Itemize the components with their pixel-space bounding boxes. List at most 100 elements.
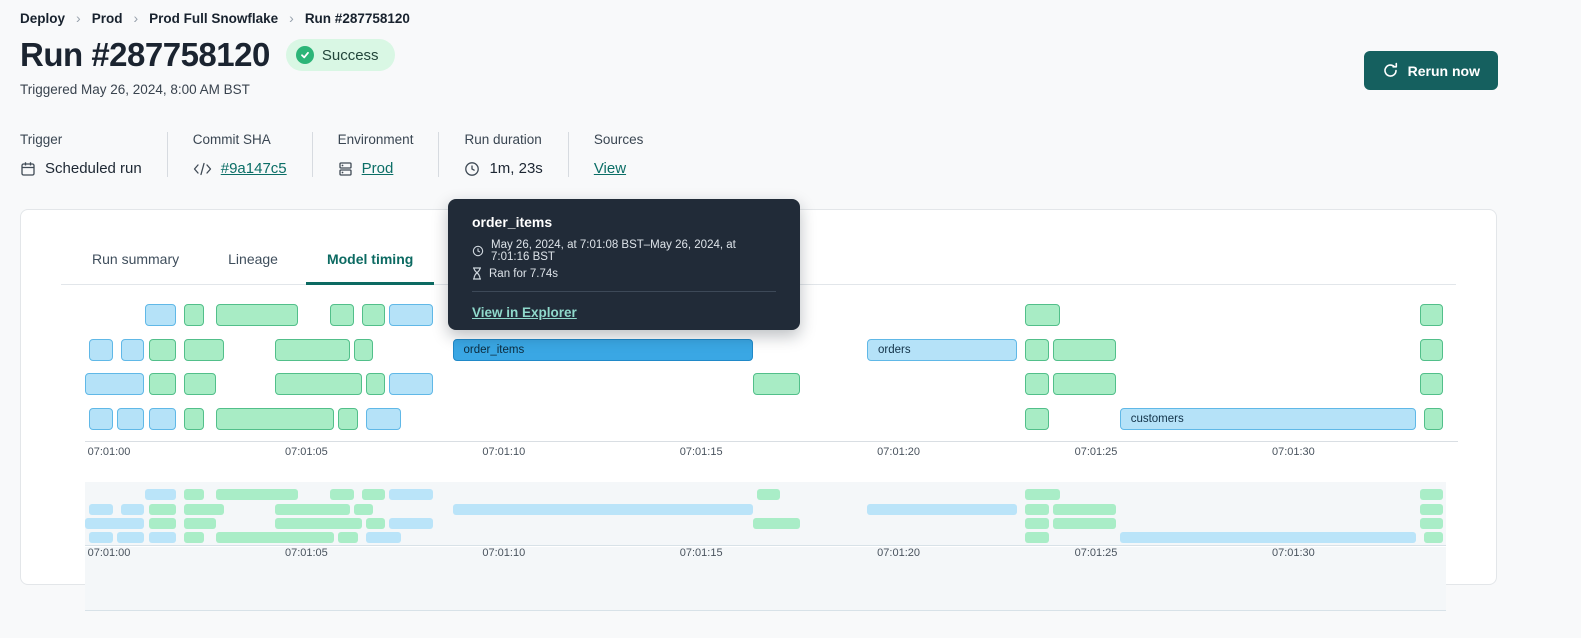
- gantt-bar-order_items[interactable]: order_items: [452, 339, 753, 361]
- gantt-bar[interactable]: [1419, 304, 1444, 326]
- gantt-bar[interactable]: [365, 373, 386, 395]
- gantt-bar[interactable]: [89, 408, 113, 430]
- gantt-bar[interactable]: [353, 339, 374, 361]
- gantt-bar[interactable]: [215, 304, 299, 326]
- breadcrumb-item-prod-full-snowflake[interactable]: Prod Full Snowflake: [149, 10, 279, 26]
- clock-icon: [464, 161, 480, 177]
- meta-environment: Environment Prod: [311, 132, 439, 177]
- tab-model-timing[interactable]: Model timing: [305, 246, 435, 285]
- axis-tick-label: 07:01:05: [284, 547, 328, 559]
- gantt-bar[interactable]: [184, 339, 224, 361]
- gantt-bar[interactable]: [1024, 304, 1061, 326]
- gantt-bar[interactable]: [144, 304, 177, 326]
- check-icon: [295, 46, 314, 64]
- gantt-bar[interactable]: [365, 408, 402, 430]
- gantt-bar[interactable]: [1024, 373, 1049, 395]
- overview-bar: [756, 489, 781, 500]
- gantt-bar[interactable]: [1052, 339, 1116, 361]
- gantt-bar[interactable]: [1419, 373, 1444, 395]
- gantt-bar[interactable]: [184, 304, 204, 326]
- overview-bar: [116, 532, 145, 543]
- gantt-bar-customers[interactable]: customers: [1119, 408, 1416, 430]
- breadcrumb-item-prod[interactable]: Prod: [91, 10, 123, 26]
- gantt-bar[interactable]: [338, 408, 358, 430]
- gantt-bar[interactable]: [1423, 408, 1444, 430]
- gantt-bar[interactable]: [330, 304, 354, 326]
- title-row: Run #287758120 Success: [20, 36, 395, 74]
- gantt-bar[interactable]: [120, 339, 145, 361]
- overview-bar: [144, 489, 177, 500]
- gantt-bar[interactable]: [1024, 408, 1049, 430]
- refresh-icon: [1382, 62, 1399, 79]
- meta-link[interactable]: Prod: [361, 160, 394, 177]
- gantt-bar[interactable]: [1419, 339, 1444, 361]
- gantt-bar[interactable]: [215, 408, 334, 430]
- overview-bar: [330, 489, 354, 500]
- gantt-bar[interactable]: [85, 373, 145, 395]
- meta-label: Commit SHA: [192, 132, 271, 147]
- meta-text: Scheduled run: [45, 160, 142, 177]
- gantt-bar[interactable]: [89, 339, 113, 361]
- gantt-axis-line: [85, 441, 1458, 442]
- meta-run-duration: Run duration 1m, 23s: [438, 132, 567, 177]
- tab-run-summary[interactable]: Run summary: [92, 251, 180, 267]
- axis-tick-label: 07:01:10: [482, 547, 526, 559]
- axis-tick-label: 07:01:00: [87, 547, 131, 559]
- overview-bar: [184, 489, 204, 500]
- meta-label: Environment: [337, 132, 414, 147]
- meta-link[interactable]: View: [593, 160, 627, 177]
- overview-bar: [148, 504, 177, 515]
- overview-bar: [361, 489, 386, 500]
- breadcrumb: Deploy › Prod › Prod Full Snowflake › Run #287…: [20, 10, 410, 26]
- overview-bar: [184, 518, 216, 529]
- gantt-bar[interactable]: [389, 373, 433, 395]
- chevron-right-icon: ›: [133, 10, 139, 26]
- chevron-right-icon: ›: [76, 10, 81, 26]
- meta-label: Trigger: [20, 132, 63, 147]
- run-meta-row: Trigger Scheduled run Commit SHA #9a147c5 En…: [20, 132, 668, 177]
- gantt-bar[interactable]: [389, 304, 433, 326]
- overview-bar: [184, 504, 224, 515]
- gantt-bar[interactable]: [148, 373, 177, 395]
- overview-bar: [389, 489, 433, 500]
- view-in-explorer-link[interactable]: View in Explorer: [472, 305, 577, 320]
- overview-bar-orders: [867, 504, 1017, 515]
- overview-bar-order_items: [452, 504, 753, 515]
- triggered-text: Triggered May 26, 2024, 8:00 AM BST: [20, 82, 250, 97]
- meta-value: 1m, 23s: [464, 160, 543, 177]
- meta-link[interactable]: #9a147c5: [220, 160, 287, 177]
- gantt-bar[interactable]: [274, 339, 350, 361]
- gantt-bar[interactable]: [1024, 339, 1049, 361]
- gantt-overview-brush[interactable]: [85, 482, 1446, 546]
- rerun-now-button[interactable]: Rerun now: [1363, 51, 1498, 90]
- axis-tick-label: 07:01:10: [482, 446, 526, 458]
- gantt-bar[interactable]: [184, 408, 204, 430]
- overview-bar: [274, 504, 350, 515]
- overview-bar: [89, 504, 113, 515]
- meta-value: View: [594, 160, 644, 177]
- overview-bar: [752, 518, 800, 529]
- breadcrumb-item-deploy[interactable]: Deploy: [20, 10, 66, 26]
- gantt-bar-orders[interactable]: orders: [867, 339, 1017, 361]
- gantt-bar[interactable]: [361, 304, 386, 326]
- gantt-bar[interactable]: [1052, 373, 1116, 395]
- gantt-bar[interactable]: [752, 373, 800, 395]
- axis-tick-label: 07:01:25: [1074, 446, 1118, 458]
- breadcrumb-item-run-287758120: Run #287758120: [304, 10, 410, 26]
- overview-bar: [215, 532, 334, 543]
- model-timing-gantt: order_items orders customers: [85, 304, 1458, 441]
- gantt-bar[interactable]: [148, 408, 177, 430]
- overview-bar: [338, 532, 358, 543]
- overview-bar: [148, 532, 177, 543]
- meta-value: Scheduled run: [20, 160, 142, 177]
- gantt-bar[interactable]: [184, 373, 216, 395]
- overview-bar: [215, 489, 299, 500]
- status-badge: Success: [285, 39, 395, 71]
- axis-tick-label: 07:01:05: [284, 446, 328, 458]
- tab-lineage[interactable]: Lineage: [228, 251, 278, 267]
- overview-bar: [1024, 504, 1049, 515]
- gantt-bar[interactable]: [116, 408, 145, 430]
- tooltip-time-range: May 26, 2024, at 7:01:08 BST–May 26, 202…: [491, 239, 736, 263]
- gantt-bar[interactable]: [148, 339, 177, 361]
- gantt-bar[interactable]: [274, 373, 362, 395]
